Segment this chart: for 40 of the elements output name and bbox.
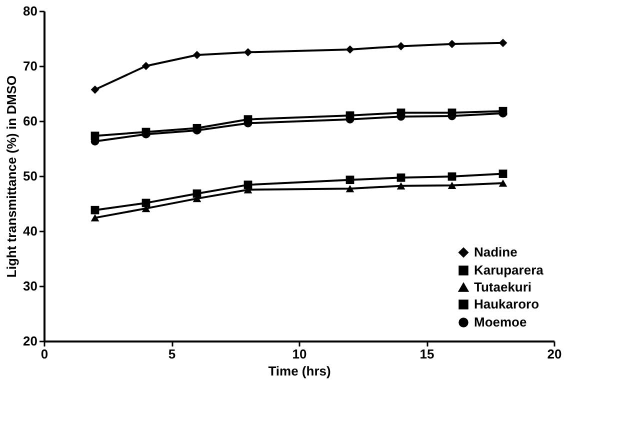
legend-label: Moemoe — [474, 314, 527, 330]
legend-label: Karuparera — [474, 262, 544, 278]
point — [192, 189, 202, 198]
point — [396, 182, 406, 190]
point — [244, 48, 252, 56]
point — [90, 214, 100, 222]
y-tick-label: 40 — [23, 224, 38, 238]
y-tick-label: 30 — [23, 278, 38, 294]
x-tick-label: 10 — [292, 346, 307, 362]
y-axis-title: Light transmittance (%) in DMSO — [4, 75, 20, 278]
point — [192, 50, 202, 60]
point — [396, 42, 406, 50]
legend-label: Haukaroro — [474, 296, 540, 312]
y-tick-label: 50 — [23, 168, 38, 184]
y-tick-label: 60 — [23, 114, 38, 128]
point — [448, 40, 456, 48]
x-axis-title: Time (hrs) — [268, 364, 331, 378]
point — [498, 38, 508, 48]
legend-label: Nadine — [474, 244, 518, 260]
point — [396, 173, 406, 182]
point — [498, 180, 508, 187]
x-tick-label: 5 — [168, 346, 176, 362]
point — [244, 180, 252, 189]
point — [448, 172, 456, 181]
y-tick-label: 20 — [23, 334, 38, 348]
x-tick-label: 0 — [40, 346, 48, 362]
point — [346, 176, 354, 184]
legend-label: Tutaekuri — [474, 280, 532, 294]
point — [142, 62, 150, 70]
point — [142, 198, 150, 208]
y-tick-label: 80 — [23, 4, 38, 18]
point — [90, 206, 100, 214]
point — [498, 170, 508, 178]
point — [346, 45, 354, 54]
x-tick-label: 20 — [547, 346, 562, 362]
y-tick-label: 70 — [23, 58, 38, 74]
point — [346, 185, 354, 192]
x-tick-label: 15 — [420, 346, 434, 362]
point — [90, 85, 100, 94]
point — [448, 182, 456, 189]
